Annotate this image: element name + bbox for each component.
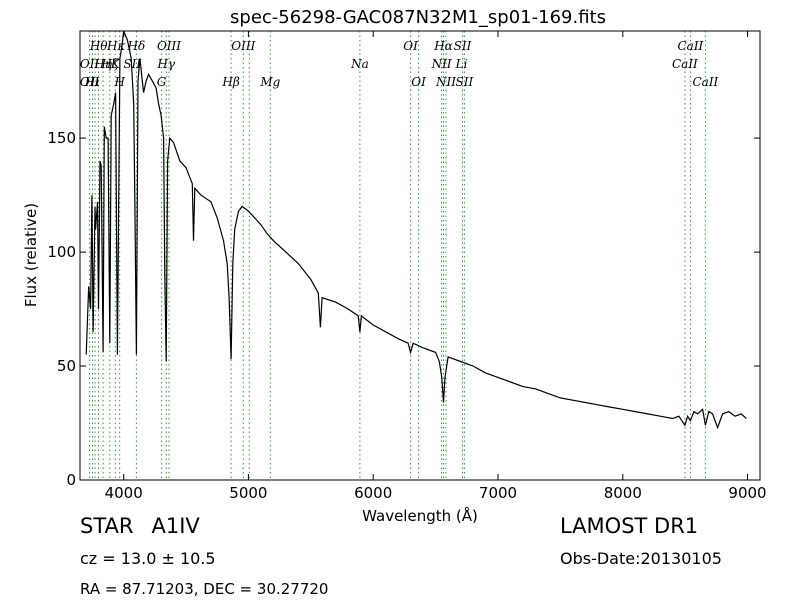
line-label: OIII	[157, 39, 181, 53]
x-tick-label: 4000	[105, 484, 143, 502]
line-label: OI	[403, 39, 418, 53]
line-label: NII	[435, 75, 456, 89]
line-label: Hζ	[100, 57, 119, 71]
line-label: Li	[455, 57, 468, 71]
chart-title: spec-56298-GAC087N32M1_sp01-169.fits	[230, 7, 606, 28]
line-label: SII	[123, 57, 141, 71]
object-subclass: A1IV	[151, 514, 200, 538]
line-label: SII	[456, 75, 474, 89]
line-label: Hδ	[127, 39, 146, 53]
x-tick-label: 8000	[604, 484, 642, 502]
y-tick-label: 0	[66, 471, 76, 489]
line-label: Hα	[433, 39, 453, 53]
x-tick-label: 6000	[354, 484, 392, 502]
line-label: Mg	[259, 75, 280, 89]
x-axis-label: Wavelength (Å)	[362, 506, 478, 525]
line-label: NII	[431, 57, 452, 71]
line-label: OI	[411, 75, 426, 89]
line-label: Hθ	[89, 39, 108, 53]
axis-ticks: 4000 5000 6000 7000 8000 9000 0 50 100 150	[47, 31, 767, 502]
line-label: G	[157, 75, 167, 89]
line-label: OII	[80, 57, 100, 71]
object-classification: STAR A1IV	[80, 514, 200, 538]
x-tick-label: 9000	[728, 484, 766, 502]
line-label: CaII	[692, 75, 718, 89]
line-label: CaII	[677, 39, 703, 53]
object-type: STAR	[80, 514, 134, 538]
line-label: Hι	[84, 75, 100, 89]
redshift-value: cz = 13.0 ± 10.5	[80, 549, 216, 568]
y-tick-label: 100	[47, 243, 76, 261]
line-label: OIII	[231, 39, 255, 53]
line-label: CaII	[672, 57, 698, 71]
plot-frame	[79, 30, 761, 481]
coordinates: RA = 87.71203, DEC = 30.27720	[80, 580, 329, 598]
y-tick-label: 50	[57, 357, 76, 375]
line-label: Hβ	[221, 75, 239, 89]
line-label: K	[110, 57, 121, 71]
line-label: Hγ	[156, 57, 175, 71]
x-tick-label: 7000	[479, 484, 517, 502]
line-label: Hκ	[106, 39, 125, 53]
line-label: Na	[350, 57, 369, 71]
spectrum-line	[85, 30, 747, 430]
survey-name: LAMOST DR1	[560, 514, 699, 538]
line-label: SII	[454, 39, 472, 53]
line-label: Hη	[93, 57, 112, 71]
line-markers	[89, 31, 706, 480]
y-axis-label: Flux (relative)	[22, 203, 40, 307]
observation-date: Obs-Date:20130105	[560, 549, 722, 568]
x-tick-label: 5000	[229, 484, 267, 502]
y-tick-label: 150	[47, 129, 76, 147]
line-label: OII	[80, 75, 100, 89]
